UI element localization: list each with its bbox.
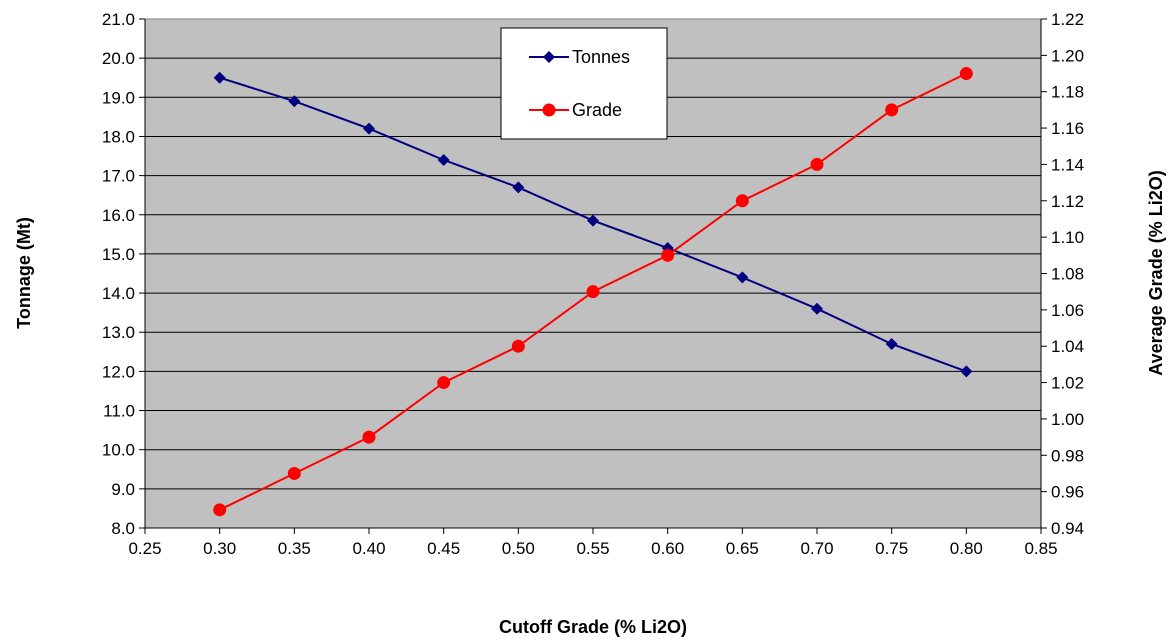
- legend-tonnes-label: Tonnes: [572, 47, 630, 67]
- x-tick-label: 0.30: [203, 539, 236, 558]
- x-tick-label: 0.50: [502, 539, 535, 558]
- data-point-tonnes: [736, 271, 749, 284]
- x-tick-label: 0.75: [875, 539, 908, 558]
- y2-tick-label: 0.96: [1051, 483, 1084, 502]
- y-tick-label: 12.0: [102, 362, 135, 381]
- x-tick-label: 0.60: [651, 539, 684, 558]
- y-tick-label: 13.0: [102, 323, 135, 342]
- y-tick-label: 8.0: [111, 519, 135, 538]
- y2-tick-label: 1.00: [1051, 410, 1084, 429]
- data-point-tonnes: [213, 71, 226, 84]
- data-point-grade: [959, 67, 973, 81]
- y-tick-label: 10.0: [102, 441, 135, 460]
- legend-box: [500, 27, 668, 140]
- y-tick-label: 18.0: [102, 127, 135, 146]
- data-point-grade: [586, 285, 600, 299]
- right-axis-ticks: 0.94 0.96 0.98 1.00 1.02 1.04 1.06 1.08 1.10 1.12…: [1041, 10, 1084, 538]
- x-tick-label: 0.80: [950, 539, 983, 558]
- legend-tonnes-marker: [543, 51, 555, 63]
- y2-tick-label: 1.04: [1051, 337, 1084, 356]
- data-point-tonnes: [288, 95, 301, 108]
- legend-grade-label: Grade: [572, 100, 622, 120]
- y2-tick-label: 1.12: [1051, 192, 1084, 211]
- y2-tick-label: 1.18: [1051, 83, 1084, 102]
- data-point-grade: [362, 430, 376, 444]
- y2-tick-label: 0.94: [1051, 519, 1084, 538]
- data-point-grade: [810, 157, 824, 171]
- y-axis-title: Tonnage (Mt): [14, 217, 34, 329]
- y2-tick-label: 1.14: [1051, 155, 1084, 174]
- data-point-tonnes: [587, 214, 599, 227]
- y-tick-label: 20.0: [102, 49, 135, 68]
- data-point-grade: [287, 466, 301, 480]
- data-point-grade: [511, 339, 525, 353]
- series-layer: [213, 67, 973, 517]
- y2-tick-label: 1.10: [1051, 228, 1084, 247]
- y2-tick-label: 1.22: [1051, 10, 1084, 29]
- x-tick-label: 0.65: [726, 539, 759, 558]
- y-tick-label: 19.0: [102, 88, 135, 107]
- x-tick-label: 0.25: [128, 539, 161, 558]
- x-tick-label: 0.35: [278, 539, 311, 558]
- x-axis-title: Cutoff Grade (% Li2O): [499, 617, 687, 637]
- data-point-grade: [213, 503, 227, 517]
- y-tick-label: 21.0: [102, 10, 135, 29]
- y-tick-label: 9.0: [111, 480, 135, 499]
- y2-tick-label: 1.06: [1051, 301, 1084, 320]
- x-tick-label: 0.70: [800, 539, 833, 558]
- x-axis-ticks: 0.25 0.30 0.35 0.40 0.45 0.50 0.55 0.60 0.65 0.70…: [128, 528, 1058, 558]
- data-point-tonnes: [437, 153, 450, 166]
- y-tick-label: 14.0: [102, 284, 135, 303]
- x-tick-label: 0.55: [576, 539, 609, 558]
- data-point-grade: [735, 194, 749, 208]
- data-point-grade: [437, 376, 451, 390]
- legend: Tonnes Grade: [500, 27, 668, 140]
- legend-grade-marker: [542, 103, 556, 117]
- y-tick-label: 16.0: [102, 206, 135, 225]
- data-point-grade: [661, 248, 675, 262]
- x-tick-label: 0.85: [1024, 539, 1057, 558]
- y-tick-label: 11.0: [103, 402, 135, 421]
- y2-tick-label: 1.08: [1051, 265, 1084, 284]
- y2-axis-title: Average Grade (% Li2O): [1146, 170, 1166, 375]
- y2-tick-label: 1.16: [1051, 119, 1084, 138]
- data-point-tonnes: [885, 337, 898, 350]
- y2-tick-label: 0.98: [1051, 446, 1084, 465]
- data-point-tonnes: [960, 365, 973, 378]
- y2-tick-label: 1.20: [1051, 46, 1084, 65]
- y-tick-label: 17.0: [102, 167, 135, 186]
- left-axis-ticks: 8.0 9.0 10.0 11.0 12.0 13.0 14.0 15.0 16.0 17.0 18…: [102, 10, 145, 538]
- x-tick-label: 0.40: [352, 539, 385, 558]
- data-point-tonnes: [363, 122, 375, 135]
- x-tick-label: 0.45: [427, 539, 460, 558]
- data-point-grade: [885, 103, 899, 117]
- data-point-tonnes: [512, 181, 525, 194]
- y-tick-label: 15.0: [102, 245, 135, 264]
- y2-tick-label: 1.02: [1051, 374, 1084, 393]
- data-point-tonnes: [811, 302, 823, 315]
